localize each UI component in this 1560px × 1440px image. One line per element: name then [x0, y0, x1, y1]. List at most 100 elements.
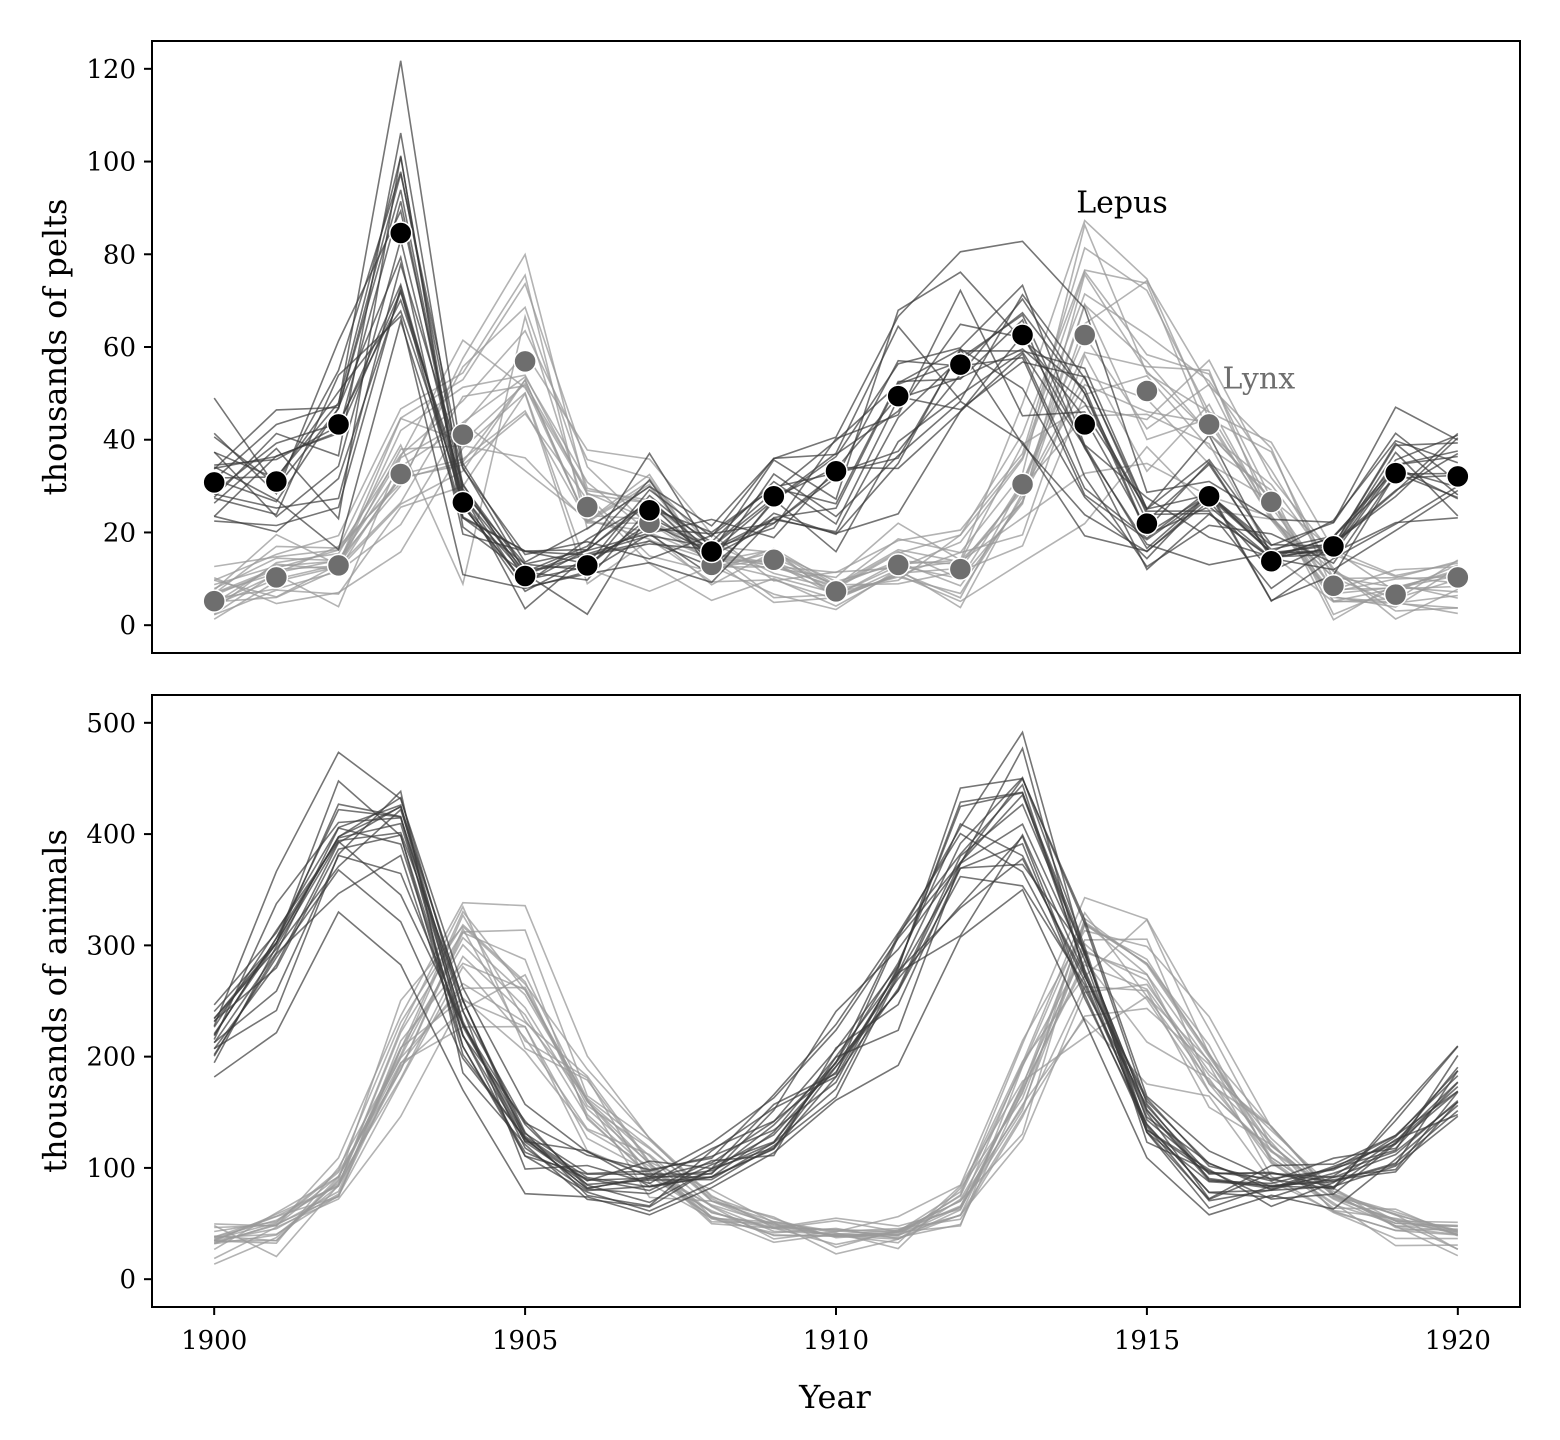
lynx-observed-point — [388, 462, 413, 486]
lynx-observed-point — [762, 548, 786, 572]
lepus-observed-point — [1010, 323, 1035, 347]
y-axis-title: thousands of pelts — [36, 199, 74, 496]
x-axis-title: Year — [798, 1378, 871, 1416]
x-tick-label: 1900 — [181, 1326, 247, 1356]
lepus-observed-point — [699, 539, 724, 564]
lepus-trace — [213, 309, 1459, 581]
lepus-trace — [213, 888, 1459, 1216]
lynx-observed-point — [326, 553, 351, 578]
y-tick-label: 400 — [86, 820, 136, 850]
lepus-trace — [214, 284, 1458, 584]
lepus-observed-point — [637, 498, 662, 522]
lepus-trace — [213, 751, 1459, 1190]
lynx-observed-point — [264, 565, 289, 590]
posterior-traces — [213, 730, 1459, 1265]
posterior-traces — [213, 60, 1459, 621]
lynx-trace — [214, 901, 1458, 1233]
lepus-observed-point — [575, 553, 600, 578]
lynx-observed-point — [1197, 412, 1221, 437]
top-panel-pelts: Lepus Lynx 0 20 40 60 80 100 120 thousands of pel… — [36, 40, 1521, 654]
lepus-trace — [213, 746, 1459, 1188]
lynx-trace — [214, 911, 1458, 1245]
lepus-observed-point — [886, 384, 910, 408]
lynx-observed-point — [824, 579, 848, 604]
lepus-observed-point — [762, 484, 786, 509]
lepus-trace — [213, 173, 1459, 575]
lynx-trace — [213, 997, 1458, 1246]
lepus-trace — [213, 288, 1459, 581]
lynx-observed-point — [1072, 323, 1097, 347]
y-tick-label: 20 — [103, 518, 136, 548]
lynx-trace — [213, 391, 1458, 611]
lynx-observed-point — [1135, 379, 1159, 403]
lepus-observed-point — [1259, 549, 1284, 573]
lynx-trace — [214, 995, 1458, 1244]
lynx-observed-point — [1446, 565, 1470, 590]
lepus-trace — [213, 816, 1459, 1189]
observed-points — [202, 221, 1470, 613]
lepus-observed-point — [388, 221, 413, 245]
lepus-observed-point — [948, 352, 973, 377]
plot-frame — [151, 694, 1521, 1308]
lepus-observed-point — [1197, 484, 1221, 509]
y-tick-label: 120 — [86, 55, 136, 85]
x-tick-label: 1915 — [1114, 1326, 1180, 1356]
lynx-observed-point — [886, 553, 910, 577]
bottom-panel-animals: 0 100 200 300 400 500 1900 1905 1910 1915 1920 thou… — [36, 694, 1521, 1356]
y-tick-label: 60 — [103, 333, 136, 363]
lepus-label: Lepus — [1076, 186, 1168, 221]
y-tick-label: 300 — [86, 931, 136, 961]
lynx-trace — [213, 929, 1459, 1239]
y-tick-label: 200 — [86, 1043, 136, 1073]
lepus-trace — [213, 840, 1459, 1199]
lepus-observed-point — [824, 459, 848, 484]
y-axis-title: thousands of animals — [36, 829, 74, 1173]
lynx-observed-point — [451, 422, 475, 447]
lepus-observed-point — [326, 412, 351, 437]
lynx-observed-point — [948, 557, 973, 581]
lynx-observed-point — [575, 495, 600, 519]
x-tick-label: 1905 — [492, 1326, 558, 1356]
lepus-trace — [213, 854, 1459, 1201]
lynx-trace — [213, 942, 1458, 1249]
lepus-observed-point — [202, 470, 226, 495]
lepus-trace — [213, 808, 1459, 1188]
lepus-trace — [213, 171, 1458, 571]
y-tick-label: 0 — [119, 1265, 136, 1295]
lynx-trace — [213, 921, 1458, 1251]
y-tick-label: 500 — [86, 709, 136, 739]
lepus-observed-point — [1135, 511, 1159, 536]
lynx-observed-point — [1010, 472, 1035, 496]
y-tick-label: 100 — [86, 1154, 136, 1184]
lynx-trace — [213, 219, 1459, 582]
lynx-observed-point — [202, 589, 226, 613]
lynx-trace — [213, 904, 1459, 1258]
y-tick-label: 100 — [86, 148, 136, 178]
lepus-observed-point — [264, 469, 289, 494]
y-tick-label: 0 — [119, 611, 136, 641]
y-tick-label: 80 — [103, 240, 136, 270]
lepus-trace — [213, 60, 1459, 564]
x-tick-label: 1910 — [803, 1326, 869, 1356]
lepus-observed-point — [451, 490, 475, 515]
lynx-observed-point — [1321, 574, 1346, 598]
lepus-observed-point — [1321, 534, 1346, 559]
x-tick-label: 1920 — [1425, 1326, 1491, 1356]
lepus-observed-point — [1446, 464, 1470, 489]
lynx-observed-point — [1259, 490, 1284, 514]
lynx-observed-point — [1383, 582, 1408, 607]
lepus-trace — [213, 236, 1458, 610]
lepus-trace — [213, 254, 1458, 565]
lynx-trace — [213, 958, 1458, 1260]
lepus-observed-point — [1072, 412, 1097, 437]
lynx-trace — [213, 896, 1459, 1251]
lynx-label: Lynx — [1223, 362, 1296, 397]
lepus-observed-point — [513, 564, 537, 588]
lepus-observed-point — [1383, 461, 1408, 485]
y-tick-label: 40 — [103, 426, 136, 456]
lepus-trace — [213, 808, 1459, 1212]
lepus-trace — [213, 208, 1459, 576]
lynx-observed-point — [513, 349, 537, 374]
lepus-trace — [213, 803, 1459, 1190]
